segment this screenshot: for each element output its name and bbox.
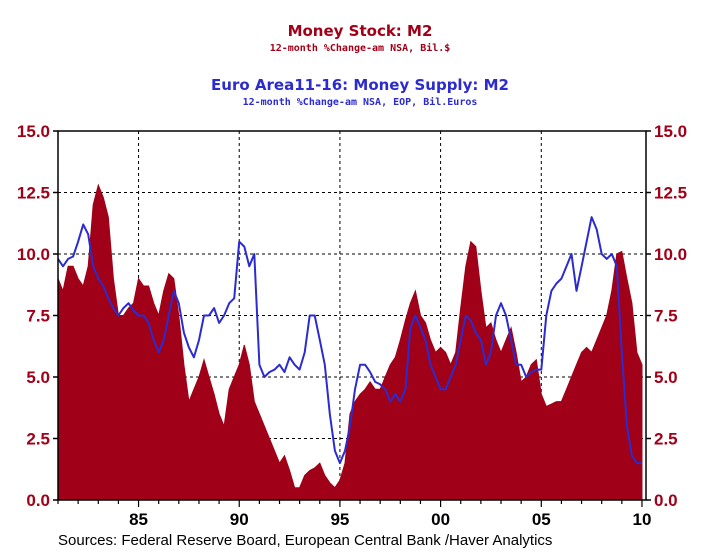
x-label-95: 95 — [330, 510, 349, 529]
m2-area-series — [57, 183, 643, 501]
y-label-left-6: 15.0 — [17, 122, 50, 141]
y-label-right-1: 2.5 — [654, 430, 678, 449]
x-label-85: 85 — [129, 510, 148, 529]
series2-title: Euro Area11-16: Money Supply: M2 — [211, 76, 509, 94]
x-label-05: 05 — [532, 510, 551, 529]
euro-m2-line-series — [57, 216, 642, 465]
y-label-left-4: 10.0 — [17, 245, 50, 264]
series1-subtitle: 12-month %Change-am NSA, Bil.$ — [269, 43, 451, 54]
y-label-right-6: 15.0 — [654, 122, 687, 141]
y-label-left-0: 0.0 — [26, 491, 50, 510]
y-label-right-0: 0.0 — [654, 491, 678, 510]
y-label-right-4: 10.0 — [654, 245, 687, 264]
euro-m2-line — [57, 216, 642, 465]
series2-subtitle: 12-month %Change-am NSA, EOP, Bil.Euros — [242, 97, 478, 108]
x-label-10: 10 — [633, 510, 652, 529]
y-label-right-2: 5.0 — [654, 368, 678, 387]
source-note: Sources: Federal Reserve Board, European… — [58, 532, 553, 549]
y-label-left-1: 2.5 — [26, 430, 50, 449]
series1-title: Money Stock: M2 — [287, 22, 433, 40]
y-label-right-3: 7.5 — [654, 307, 678, 326]
y-label-left-2: 5.0 — [26, 368, 50, 387]
y-label-left-3: 7.5 — [26, 307, 50, 326]
m2-area — [57, 183, 643, 501]
x-label-00: 00 — [431, 510, 450, 529]
x-label-90: 90 — [230, 510, 249, 529]
y-label-right-5: 12.5 — [654, 184, 687, 203]
y-label-left-5: 12.5 — [17, 184, 50, 203]
axis-ticks: 0.0 0.0 2.5 2.5 5.0 5.0 7.5 7.5 10.0 10.0 12.5 12.5… — [17, 122, 687, 529]
